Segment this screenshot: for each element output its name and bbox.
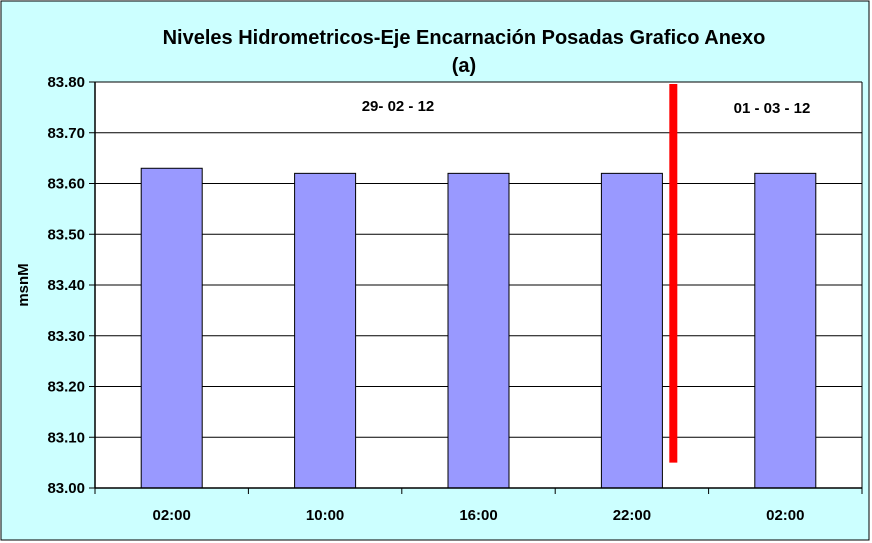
bar	[600, 172, 663, 489]
y-tick-label: 83.70	[47, 125, 85, 142]
bar	[754, 172, 817, 489]
bar	[294, 172, 357, 489]
x-tick-label: 10:00	[306, 507, 344, 524]
y-tick-label: 83.10	[47, 429, 85, 446]
y-tick-label: 83.60	[47, 176, 85, 193]
chart-subtitle: (a)	[452, 55, 476, 77]
y-tick-label: 83.50	[47, 226, 85, 243]
chart-title: Niveles Hidrometricos-Eje Encarnación Po…	[163, 27, 766, 49]
x-tick-label: 22:00	[613, 507, 651, 524]
axes	[94, 82, 863, 489]
date-annotation-left: 29- 02 - 12	[362, 98, 435, 115]
y-tick-label: 83.30	[47, 328, 85, 345]
y-axis-title: msnM	[15, 263, 32, 306]
x-tick-labels: 02:00 10:00 16:00 22:00 02:00	[153, 507, 805, 524]
y-tick-label: 83.00	[47, 480, 85, 497]
x-tick-label: 16:00	[459, 507, 497, 524]
bar	[447, 172, 510, 489]
bar	[140, 167, 203, 489]
date-annotation-right: 01 - 03 - 12	[734, 100, 811, 117]
y-tick-label: 83.20	[47, 379, 85, 396]
x-tick-label: 02:00	[766, 507, 804, 524]
y-tick-label: 83.40	[47, 277, 85, 294]
bars	[140, 167, 817, 489]
y-tick-labels: 83.00 83.10 83.20 83.30 83.40 83.50 83.60 83.70…	[47, 74, 85, 497]
x-tick-label: 02:00	[153, 507, 191, 524]
y-tick-label: 83.80	[47, 74, 85, 91]
